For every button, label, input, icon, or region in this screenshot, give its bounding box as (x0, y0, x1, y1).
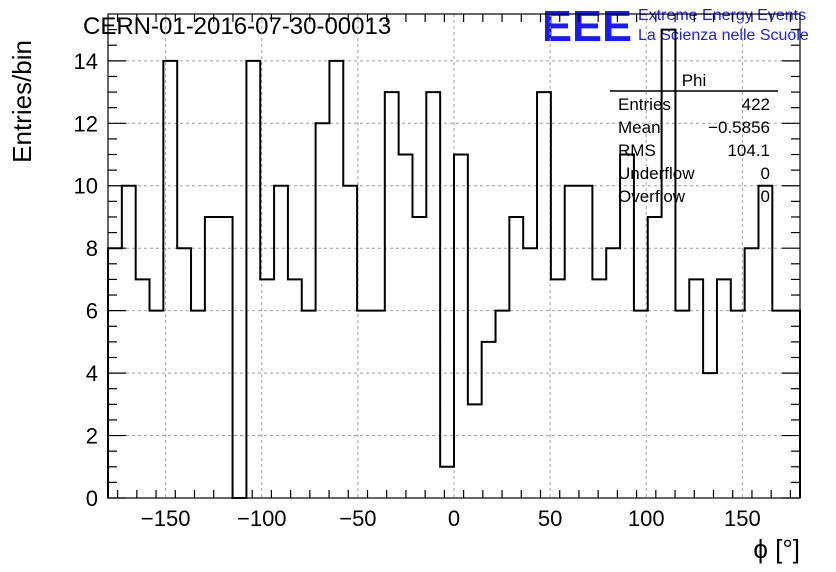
histogram-bin (482, 342, 496, 498)
x-axis-label: ϕ [°] (753, 534, 800, 564)
stats-value: 0 (761, 187, 770, 206)
x-tick-label: −150 (141, 506, 191, 531)
histogram-bin (150, 311, 164, 498)
y-tick-label: 4 (86, 361, 98, 386)
y-tick-label: 8 (86, 236, 98, 261)
histogram-bin (675, 311, 689, 498)
y-tick-label: 0 (86, 486, 98, 511)
histogram-bin (357, 311, 371, 498)
axis-ticks (108, 14, 800, 499)
x-tick-labels: −150 −100 −50 0 50 100 150 (141, 506, 761, 531)
stats-value: 0 (761, 164, 770, 183)
histogram-bin (468, 404, 482, 498)
y-tick-label: 6 (86, 299, 98, 324)
y-axis-label: Entries/bin (7, 40, 37, 163)
y-tick-label: 14 (74, 49, 98, 74)
histogram-bin (385, 92, 399, 498)
histogram-bin (274, 186, 288, 498)
plot-frame (107, 13, 801, 499)
histogram-bin (316, 123, 330, 498)
histogram-bin (537, 92, 551, 498)
histogram-bin (634, 311, 648, 498)
stats-value: 422 (742, 95, 770, 114)
histogram-bin (648, 217, 662, 498)
stats-name: Phi (682, 71, 707, 90)
histogram-bin (288, 279, 302, 498)
histogram-bin (371, 311, 385, 498)
eee-logo-line1: Extreme Energy Events (638, 7, 806, 24)
histogram-bin (565, 186, 579, 498)
y-tick-label: 12 (74, 111, 98, 136)
histogram-bin (260, 279, 274, 498)
histogram-bin (440, 467, 454, 498)
y-tick-labels: 0 2 4 6 8 10 12 14 (74, 49, 98, 511)
histogram-outline (107, 28, 801, 499)
histogram-bin (136, 279, 150, 498)
histogram-bin (205, 217, 219, 498)
histogram-bin (426, 92, 440, 498)
x-tick-label: 0 (448, 506, 460, 531)
stats-label: RMS (618, 141, 656, 160)
x-tick-label: 150 (724, 506, 761, 531)
histogram-bin (219, 217, 233, 498)
histogram-bin (122, 186, 136, 498)
x-tick-label: −50 (339, 506, 376, 531)
histogram-bin (509, 217, 523, 498)
histogram-bin (412, 217, 426, 498)
histogram-bin (496, 311, 510, 498)
x-tick-label: 100 (628, 506, 665, 531)
eee-logo-mark: EEE (542, 2, 632, 51)
histogram-bin (758, 186, 772, 498)
histogram-bin (329, 61, 343, 498)
stats-value: 104.1 (727, 141, 770, 160)
stats-box: Phi Entries 422 Mean −0.5856 RMS 104.1 Underfl… (610, 71, 778, 206)
histogram-bin (399, 155, 413, 498)
histogram-bin (246, 61, 260, 498)
histogram-bin (620, 155, 634, 498)
histogram-bin (717, 279, 731, 498)
y-tick-label: 2 (86, 424, 98, 449)
x-tick-label: −100 (237, 506, 287, 531)
histogram-bin (343, 186, 357, 498)
histogram-bin (454, 155, 468, 498)
histogram-bin (302, 311, 316, 498)
histogram-bars (107, 28, 801, 499)
histogram-bin (191, 311, 205, 498)
y-tick-label: 10 (74, 174, 98, 199)
chart-title: CERN-01-2016-07-30-00013 (83, 13, 391, 40)
x-tick-label: 50 (538, 506, 562, 531)
stats-label: Mean (618, 118, 661, 137)
eee-logo-line2: La Scienza nelle Scuole (638, 27, 809, 44)
histogram-bin (592, 279, 606, 498)
histogram-bin (579, 186, 593, 498)
histogram-bin (689, 279, 703, 498)
stats-label: Entries (618, 95, 671, 114)
stats-value: −0.5856 (708, 118, 770, 137)
stats-label: Overflow (618, 187, 686, 206)
histogram-bin (772, 311, 786, 498)
histogram-bin (551, 279, 565, 498)
stats-label: Underflow (618, 164, 695, 183)
